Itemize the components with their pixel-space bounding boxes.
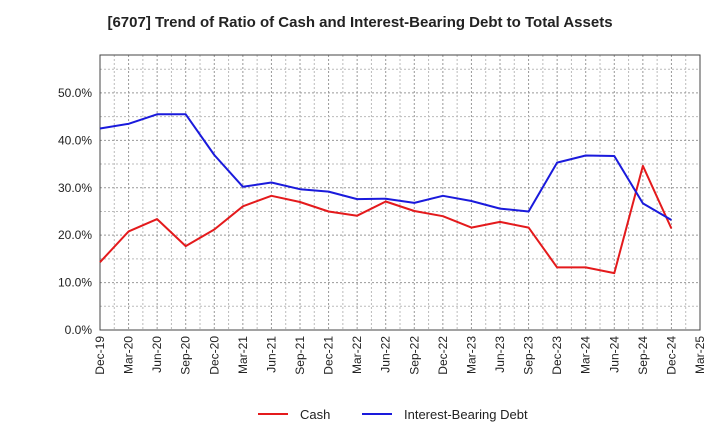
x-tick-label: Jun-24 <box>607 336 621 373</box>
x-tick-label: Jun-21 <box>264 336 278 373</box>
legend-label: Interest-Bearing Debt <box>404 407 528 422</box>
x-tick-label: Sep-21 <box>293 336 307 375</box>
y-tick-label: 0.0% <box>65 323 93 337</box>
x-tick-label: Mar-25 <box>693 336 707 374</box>
x-tick-label: Mar-24 <box>579 336 593 374</box>
x-tick-label: Sep-22 <box>407 336 421 375</box>
series-line-cash <box>99 164 673 275</box>
y-tick-label: 30.0% <box>58 181 92 195</box>
x-tick-label: Sep-20 <box>179 336 193 375</box>
x-tick-label: Dec-21 <box>322 336 336 375</box>
series-line-interest-bearing-debt <box>99 113 672 221</box>
x-tick-label: Mar-22 <box>350 336 364 374</box>
x-tick-label: Dec-23 <box>550 336 564 375</box>
chart-title: [6707] Trend of Ratio of Cash and Intere… <box>107 14 613 31</box>
y-tick-label: 40.0% <box>58 133 92 147</box>
x-tick-label: Jun-20 <box>150 336 164 373</box>
x-tick-label: Dec-20 <box>207 336 221 375</box>
x-tick-label: Jun-23 <box>493 336 507 373</box>
y-tick-label: 50.0% <box>58 86 92 100</box>
x-tick-label: Dec-19 <box>93 336 107 375</box>
x-tick-label: Sep-24 <box>636 336 650 375</box>
x-tick-label: Jun-22 <box>379 336 393 373</box>
x-tick-label: Sep-23 <box>522 336 536 375</box>
y-tick-label: 10.0% <box>58 276 92 290</box>
x-tick-label: Dec-24 <box>664 336 678 375</box>
legend-label: Cash <box>300 407 330 422</box>
x-tick-label: Mar-20 <box>122 336 136 374</box>
x-tick-label: Mar-23 <box>464 336 478 374</box>
y-tick-label: 20.0% <box>58 228 92 242</box>
plot-area-border <box>99 54 701 331</box>
x-tick-label: Dec-22 <box>436 336 450 375</box>
x-tick-label: Mar-21 <box>236 336 250 374</box>
